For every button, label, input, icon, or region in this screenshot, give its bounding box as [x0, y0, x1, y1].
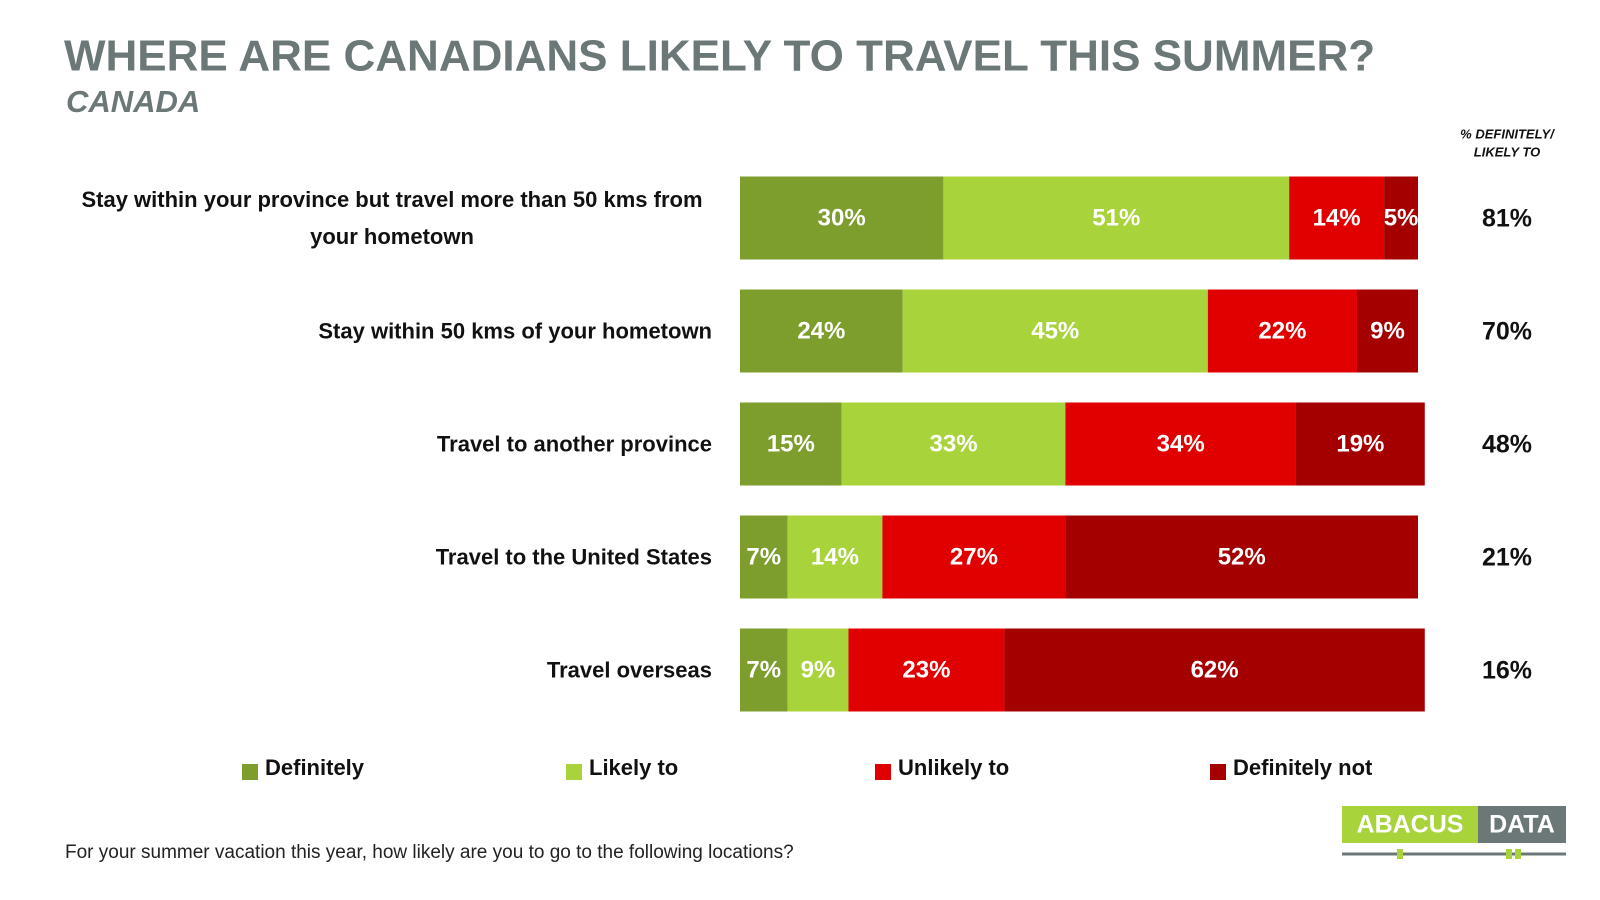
bar-segment [1207, 289, 1357, 373]
logo-bead [1397, 849, 1403, 859]
value-label: 52% [1218, 543, 1266, 570]
bar-segment [902, 289, 1208, 373]
value-label: 14% [811, 543, 859, 570]
value-label: 19% [1336, 430, 1384, 457]
legend-swatch [875, 764, 891, 780]
value-label: 7% [746, 543, 781, 570]
logo-text: DATA [1489, 811, 1555, 839]
legend-label: Likely to [589, 755, 678, 780]
legend-label: Unlikely to [898, 755, 1009, 780]
bar-segment [787, 628, 849, 712]
chart-subtitle: CANADA [66, 84, 200, 119]
category-label: Travel overseas [72, 652, 712, 689]
bar-segment [740, 515, 788, 599]
category-text: Stay within 50 kms of your hometown [318, 318, 712, 344]
value-label: 24% [797, 317, 845, 344]
value-label: 27% [950, 543, 998, 570]
category-label: Travel to the United States [72, 539, 712, 576]
legend-swatch [1210, 764, 1226, 780]
legend-label: Definitely not [1233, 755, 1373, 780]
logo-bead [1515, 849, 1521, 859]
value-label: 7% [746, 656, 781, 683]
bar-segment [1289, 176, 1385, 260]
bar-segment [740, 402, 842, 486]
bar-segment [1065, 515, 1418, 599]
bar-segment [740, 628, 788, 712]
footnote: For your summer vacation this year, how … [65, 842, 794, 863]
logo-text: ABACUS [1357, 811, 1464, 839]
category-text: Travel overseas [546, 657, 712, 683]
category-text: Travel to another province [436, 431, 712, 457]
value-label: 33% [930, 430, 978, 457]
bar-segment [1004, 628, 1425, 712]
category-label: Stay within your province but travel mor… [72, 181, 712, 255]
value-label: 14% [1313, 204, 1361, 231]
total-label: 21% [1482, 544, 1532, 572]
legend-swatch [566, 764, 582, 780]
bar-segment [1295, 402, 1425, 486]
total-label: 81% [1482, 205, 1532, 233]
totals-title: % DEFINITELY/ [1460, 126, 1555, 141]
legend-label: Definitely [265, 755, 365, 780]
value-label: 5% [1384, 204, 1419, 231]
value-label: 15% [767, 430, 815, 457]
total-label: 48% [1482, 431, 1532, 459]
bar-segment [1384, 176, 1418, 260]
bar-segment [740, 176, 944, 260]
total-label: 16% [1482, 657, 1532, 685]
logo-bead [1506, 849, 1512, 859]
value-label: 34% [1157, 430, 1205, 457]
category-text: Travel to the United States [435, 544, 712, 570]
logo-box [1342, 806, 1478, 843]
bar-segment [1356, 289, 1418, 373]
value-label: 23% [902, 656, 950, 683]
totals-title: LIKELY TO [1474, 144, 1540, 159]
value-label: 30% [818, 204, 866, 231]
total-label: 70% [1482, 318, 1532, 346]
bar-segment [943, 176, 1290, 260]
bar-segment [882, 515, 1066, 599]
value-label: 45% [1031, 317, 1079, 344]
logo-box [1478, 806, 1566, 843]
value-label: 9% [1370, 317, 1405, 344]
bar-segment [740, 289, 903, 373]
value-label: 22% [1258, 317, 1306, 344]
value-label: 51% [1092, 204, 1140, 231]
value-label: 9% [801, 656, 836, 683]
bar-segment [848, 628, 1005, 712]
chart-title: WHERE ARE CANADIANS LIKELY TO TRAVEL THI… [64, 32, 1375, 81]
value-label: 62% [1191, 656, 1239, 683]
category-text: Stay within your province but travel mor… [81, 187, 703, 249]
category-label: Travel to another province [72, 426, 712, 463]
bar-segment [1065, 402, 1296, 486]
legend-swatch [242, 764, 258, 780]
bar-segment [841, 402, 1066, 486]
category-label: Stay within 50 kms of your hometown [72, 313, 712, 350]
bar-segment [787, 515, 883, 599]
